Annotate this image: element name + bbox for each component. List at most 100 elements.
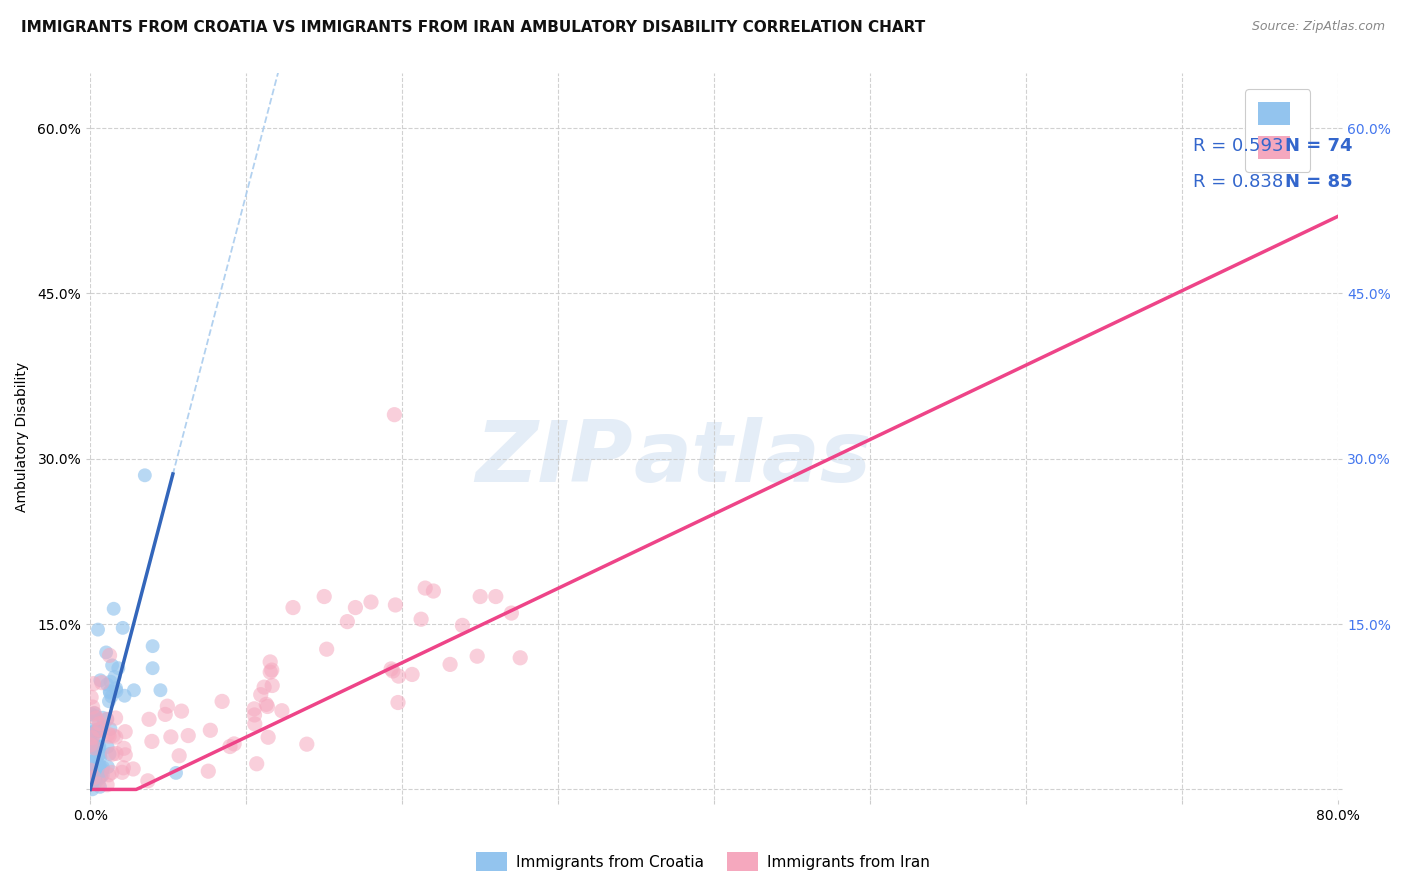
Point [138,712,160,726]
Point [94,645,117,659]
Point [86,767,108,781]
Point [87,724,110,739]
Point [243,702,266,716]
Point [114,724,136,739]
Point [86,751,108,765]
Point [87,757,110,772]
Point [98,729,121,743]
Point [97,727,120,741]
Point [314,590,336,604]
Point [80,755,103,769]
Point [89,716,111,731]
Point [141,734,163,748]
Point [91,720,114,734]
Point [84,723,107,738]
Point [96,739,118,754]
Point [384,598,406,612]
Point [465,649,488,664]
Point [84,764,107,778]
Point [96,712,118,726]
Point [142,661,165,675]
Point [107,661,129,675]
Point [509,650,531,665]
Text: Source: ZipAtlas.com: Source: ZipAtlas.com [1251,20,1385,33]
Point [90,721,112,735]
Point [100,674,122,689]
Point [96,677,118,691]
Point [439,657,461,672]
Point [87,722,110,736]
Point [98,684,121,698]
Point [104,730,127,744]
Point [83,708,105,723]
Point [111,621,134,635]
Point [260,663,283,677]
Point [89,750,111,764]
Point [259,665,281,679]
Y-axis label: Ambulatory Disability: Ambulatory Disability [15,361,30,512]
Point [177,729,200,743]
Point [91,761,114,775]
Point [89,772,111,786]
Point [101,747,124,761]
Point [104,711,127,725]
Text: IMMIGRANTS FROM CROATIA VS IMMIGRANTS FROM IRAN AMBULATORY DISABILITY CORRELATIO: IMMIGRANTS FROM CROATIA VS IMMIGRANTS FR… [21,20,925,35]
Point [160,730,183,744]
Point [219,739,242,754]
Point [89,780,111,794]
Point [91,763,114,777]
Text: ZIP: ZIP [475,417,633,500]
Point [105,684,128,698]
Text: R = 0.593: R = 0.593 [1194,137,1284,155]
Point [253,680,276,694]
Point [413,581,436,595]
Point [387,669,409,683]
Point [82,731,104,745]
Point [83,706,105,721]
Point [83,767,105,781]
Legend: , : , [1246,89,1310,172]
Point [142,639,165,653]
Point [80,747,103,761]
Point [270,704,292,718]
Point [90,769,112,783]
Point [114,747,136,762]
Point [91,768,114,782]
Point [83,771,105,785]
Point [101,729,124,743]
Point [89,757,111,772]
Point [79,756,101,770]
Point [82,723,104,737]
Point [114,689,136,703]
Point [451,618,474,632]
Point [256,699,278,714]
Point [98,648,121,663]
Point [87,739,110,754]
Point [243,708,266,723]
Point [97,768,120,782]
Point [254,698,277,712]
Point [470,590,492,604]
Text: atlas: atlas [633,417,872,500]
Point [83,763,105,777]
Point [80,735,103,749]
Point [89,673,111,688]
Point [167,748,190,763]
Point [103,670,125,684]
Point [84,772,107,787]
Point [156,699,179,714]
Point [89,739,111,754]
Point [200,723,222,738]
Point [401,667,423,681]
Point [112,741,135,756]
Point [90,675,112,690]
Point [98,747,121,761]
Point [91,711,114,725]
Point [136,773,159,788]
Point [243,717,266,731]
Point [100,690,122,704]
Point [122,683,145,698]
Point [501,606,523,620]
Point [79,764,101,778]
Point [249,688,271,702]
